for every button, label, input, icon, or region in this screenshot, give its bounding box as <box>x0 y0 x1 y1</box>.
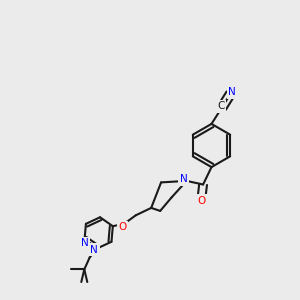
Text: N: N <box>228 87 236 98</box>
Text: N: N <box>180 174 188 184</box>
Text: O: O <box>118 222 127 233</box>
Text: O: O <box>197 196 206 206</box>
Text: C: C <box>217 101 224 111</box>
Text: N: N <box>91 245 98 255</box>
Text: N: N <box>81 238 89 248</box>
